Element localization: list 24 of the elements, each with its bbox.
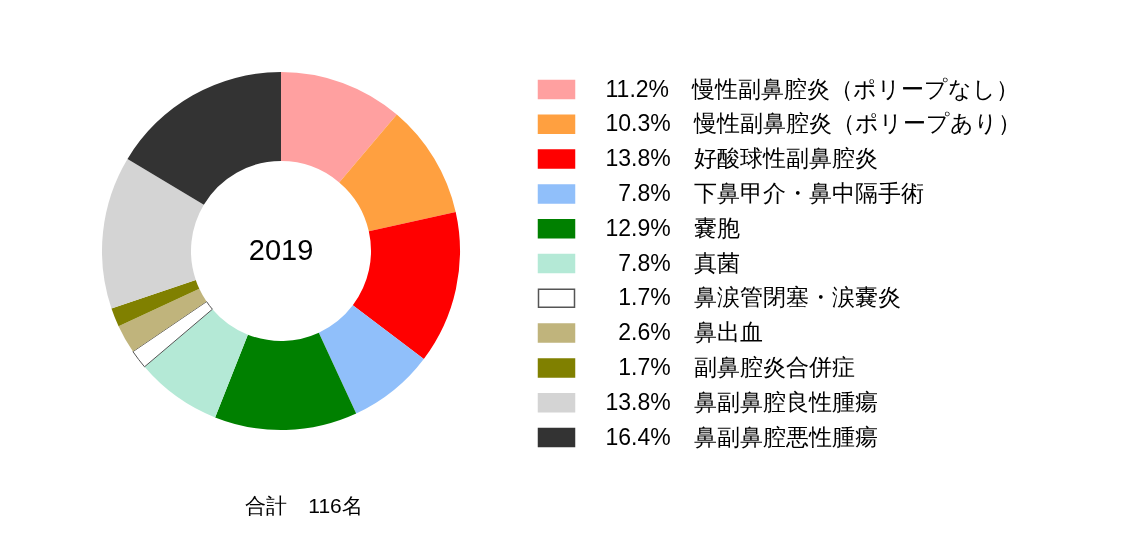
text: 合計 116名 xyxy=(245,494,363,517)
donut-slice xyxy=(318,305,424,414)
legend-label: 1.7% 鼻涙管閉塞・涙嚢炎 xyxy=(618,284,901,311)
donut-slice xyxy=(127,72,281,205)
donut-slice xyxy=(132,301,213,368)
donut-slice xyxy=(111,279,200,327)
legend-label: 1.7% 副鼻腔炎合併症 xyxy=(618,353,855,380)
legend-label: 13.8% 好酸球性副鼻腔炎 xyxy=(605,145,878,172)
legend-label: 11.2% 慢性副鼻腔炎（ポリープなし） xyxy=(605,75,1020,102)
donut-slice xyxy=(339,114,456,232)
legend-label: 13.8% 鼻副鼻腔良性腫瘍 xyxy=(605,388,878,415)
donut-slice xyxy=(118,288,207,352)
donut-slice xyxy=(102,158,204,309)
donut-slice xyxy=(352,211,460,359)
legend-label: 7.8% 真菌 xyxy=(618,249,740,276)
donut-slice xyxy=(144,309,248,418)
legend-label: 10.3% 慢性副鼻腔炎（ポリープあり） xyxy=(605,110,1021,137)
donut-slice xyxy=(281,72,397,183)
legend-label: 2.6% 鼻出血 xyxy=(618,319,763,346)
legend-label: 16.4% 鼻副鼻腔悪性腫瘍 xyxy=(605,423,878,450)
donut-slice xyxy=(215,332,357,430)
text: 2019 xyxy=(248,234,314,266)
legend-label: 7.8% 下鼻甲介・鼻中隔手術 xyxy=(618,179,924,206)
legend-label: 12.9% 嚢胞 xyxy=(605,214,740,241)
